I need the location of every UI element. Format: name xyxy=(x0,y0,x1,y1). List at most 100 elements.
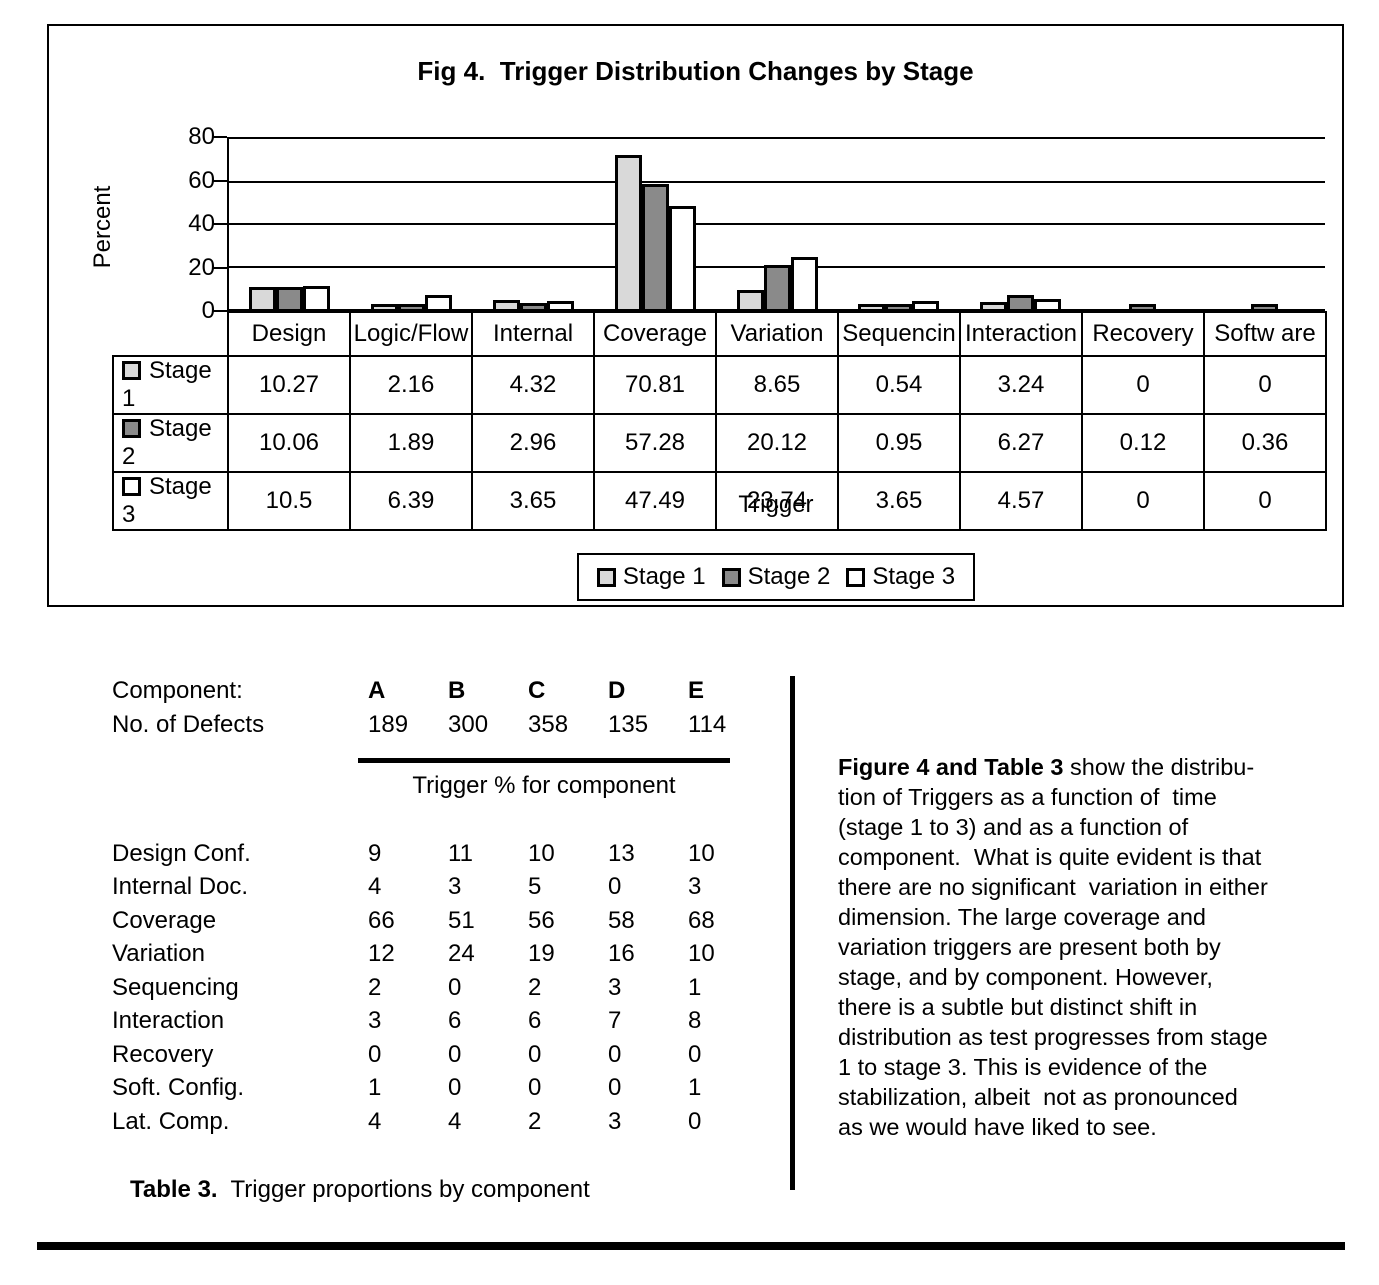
figure-paragraph: Figure 4 and Table 3 show the distribu- … xyxy=(838,752,1328,1142)
value-cell: 0 xyxy=(1081,471,1205,531)
trigger-percent-value: 0 xyxy=(688,1040,702,1068)
bar xyxy=(519,302,547,309)
trigger-percent-value: 3 xyxy=(608,973,622,1001)
component-column-header: B xyxy=(448,677,466,704)
legend-marker-icon xyxy=(721,567,741,587)
bar-group-logic-flow xyxy=(351,139,473,309)
component-column-header: A xyxy=(368,677,386,704)
value-cell: 57.28 xyxy=(593,413,717,473)
bar-group-design xyxy=(229,139,351,309)
component-label: Component: xyxy=(112,677,243,704)
value-cell: 10.27 xyxy=(227,355,351,415)
bar xyxy=(641,184,669,309)
value-cell: 8.65 xyxy=(715,355,839,415)
table-subtitle: Trigger % for component xyxy=(412,772,676,799)
bar-group-recovery xyxy=(1081,139,1203,309)
value-cell: 0 xyxy=(1203,471,1327,531)
value-cell: 47.49 xyxy=(593,471,717,531)
trigger-row-label: Interaction xyxy=(112,1007,225,1035)
component-column-header: C xyxy=(528,677,546,704)
trigger-percent-value: 58 xyxy=(608,906,635,934)
paragraph-lead-bold: Figure 4 and Table 3 xyxy=(838,754,1064,780)
bar-groups xyxy=(229,139,1325,309)
y-tick-label: 0 xyxy=(201,297,215,324)
value-cell: 3.65 xyxy=(837,471,961,531)
bar xyxy=(1007,295,1035,309)
defect-count: 135 xyxy=(608,711,649,738)
trigger-row-label: Lat. Comp. xyxy=(112,1107,230,1135)
legend-marker-icon xyxy=(846,567,866,587)
category-header-cell: Softw are xyxy=(1203,311,1327,357)
value-cell: 10.06 xyxy=(227,413,351,473)
value-cell: 4.32 xyxy=(471,355,595,415)
paragraph-body: show the distribu- tion of Triggers as a… xyxy=(838,754,1268,1140)
bar xyxy=(912,301,940,309)
series-marker-icon xyxy=(122,419,141,438)
trigger-percent-value: 5 xyxy=(528,873,542,901)
trigger-row-label: Soft. Config. xyxy=(112,1074,245,1102)
trigger-percent-value: 24 xyxy=(448,940,475,968)
value-cell: 1.89 xyxy=(349,413,473,473)
category-header-row: Design Logic/Flow Internal Coverage Variatio… xyxy=(113,311,1327,357)
table-rule xyxy=(358,758,730,763)
trigger-row-label: Design Conf. xyxy=(112,839,251,867)
component-table-row: Interaction 3 6 6 7 8 xyxy=(112,1005,772,1039)
trigger-percent-value: 0 xyxy=(528,1074,542,1102)
trigger-percent-value: 1 xyxy=(688,973,702,1001)
trigger-percent-value: 7 xyxy=(608,1007,622,1035)
trigger-percent-value: 0 xyxy=(448,1040,462,1068)
category-header-cell: Design xyxy=(227,311,351,357)
trigger-percent-value: 4 xyxy=(448,1107,462,1135)
trigger-percent-value: 0 xyxy=(448,973,462,1001)
gridline xyxy=(229,180,1325,183)
value-cell: 4.57 xyxy=(959,471,1083,531)
category-header-cell: Interaction xyxy=(959,311,1083,357)
chart-data-table: Design Logic/Flow Internal Coverage Variatio… xyxy=(112,311,1327,531)
value-cell: 2.96 xyxy=(471,413,595,473)
component-table-row: Lat. Comp. 4 4 2 3 0 xyxy=(112,1105,772,1139)
trigger-row-label: Variation xyxy=(112,940,205,968)
category-header-cell: Internal xyxy=(471,311,595,357)
trigger-percent-value: 16 xyxy=(608,940,635,968)
gridline xyxy=(229,223,1325,225)
trigger-percent-value: 1 xyxy=(688,1074,702,1102)
table-row: Stage 1 10.27 2.16 4.32 70.81 8.65 0.54 3.24 0 0 xyxy=(112,355,1327,415)
trigger-percent-value: 10 xyxy=(688,940,715,968)
trigger-percent-value: 51 xyxy=(448,906,475,934)
corner-cell xyxy=(113,312,228,356)
bar-group-internal xyxy=(473,139,595,309)
caption-bold: Table 3. xyxy=(130,1176,218,1203)
bar xyxy=(1034,299,1062,309)
trigger-percent-value: 3 xyxy=(688,873,702,901)
category-header-cell: Variation xyxy=(715,311,839,357)
component-column-header: E xyxy=(688,677,705,704)
value-cell: 0.36 xyxy=(1203,413,1327,473)
y-tick-label: 40 xyxy=(188,210,215,237)
trigger-percent-value: 19 xyxy=(528,940,555,968)
trigger-percent-value: 10 xyxy=(688,839,715,867)
bar-group-sequencin xyxy=(838,139,960,309)
vertical-divider xyxy=(790,676,795,1190)
table-row: Stage 2 10.06 1.89 2.96 57.28 20.12 0.95 6.27 0.… xyxy=(112,413,1327,473)
bar xyxy=(980,301,1008,309)
trigger-percent-value: 3 xyxy=(608,1107,622,1135)
series-label-cell: Stage 1 xyxy=(112,355,229,415)
series-marker-icon xyxy=(122,361,141,380)
category-header-cell: Recovery xyxy=(1081,311,1205,357)
defect-count: 114 xyxy=(688,711,727,738)
chart-plot-area xyxy=(227,137,1325,311)
y-tick-label: 20 xyxy=(188,253,215,281)
defect-count: 189 xyxy=(368,711,409,738)
value-cell: 70.81 xyxy=(593,355,717,415)
trigger-percent-value: 0 xyxy=(608,1074,622,1102)
defect-count: 358 xyxy=(528,711,569,738)
trigger-percent-value: 12 xyxy=(368,940,395,968)
y-tick-mark xyxy=(213,223,227,225)
bar xyxy=(398,304,426,309)
trigger-percent-value: 0 xyxy=(608,1040,622,1068)
y-tick-mark xyxy=(213,266,227,269)
trigger-percent-value: 10 xyxy=(528,839,555,867)
component-table-row: Internal Doc. 4 3 5 0 3 xyxy=(112,871,772,905)
bar-group-interaction xyxy=(960,139,1082,309)
